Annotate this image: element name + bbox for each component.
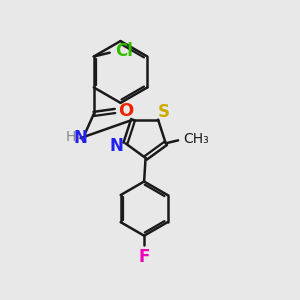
Text: H: H xyxy=(66,130,76,144)
Text: O: O xyxy=(118,102,133,120)
Text: CH₃: CH₃ xyxy=(183,132,209,146)
Text: Cl: Cl xyxy=(115,42,133,60)
Text: N: N xyxy=(110,137,123,155)
Text: N: N xyxy=(74,129,88,147)
Text: S: S xyxy=(158,103,169,121)
Text: F: F xyxy=(138,248,150,266)
